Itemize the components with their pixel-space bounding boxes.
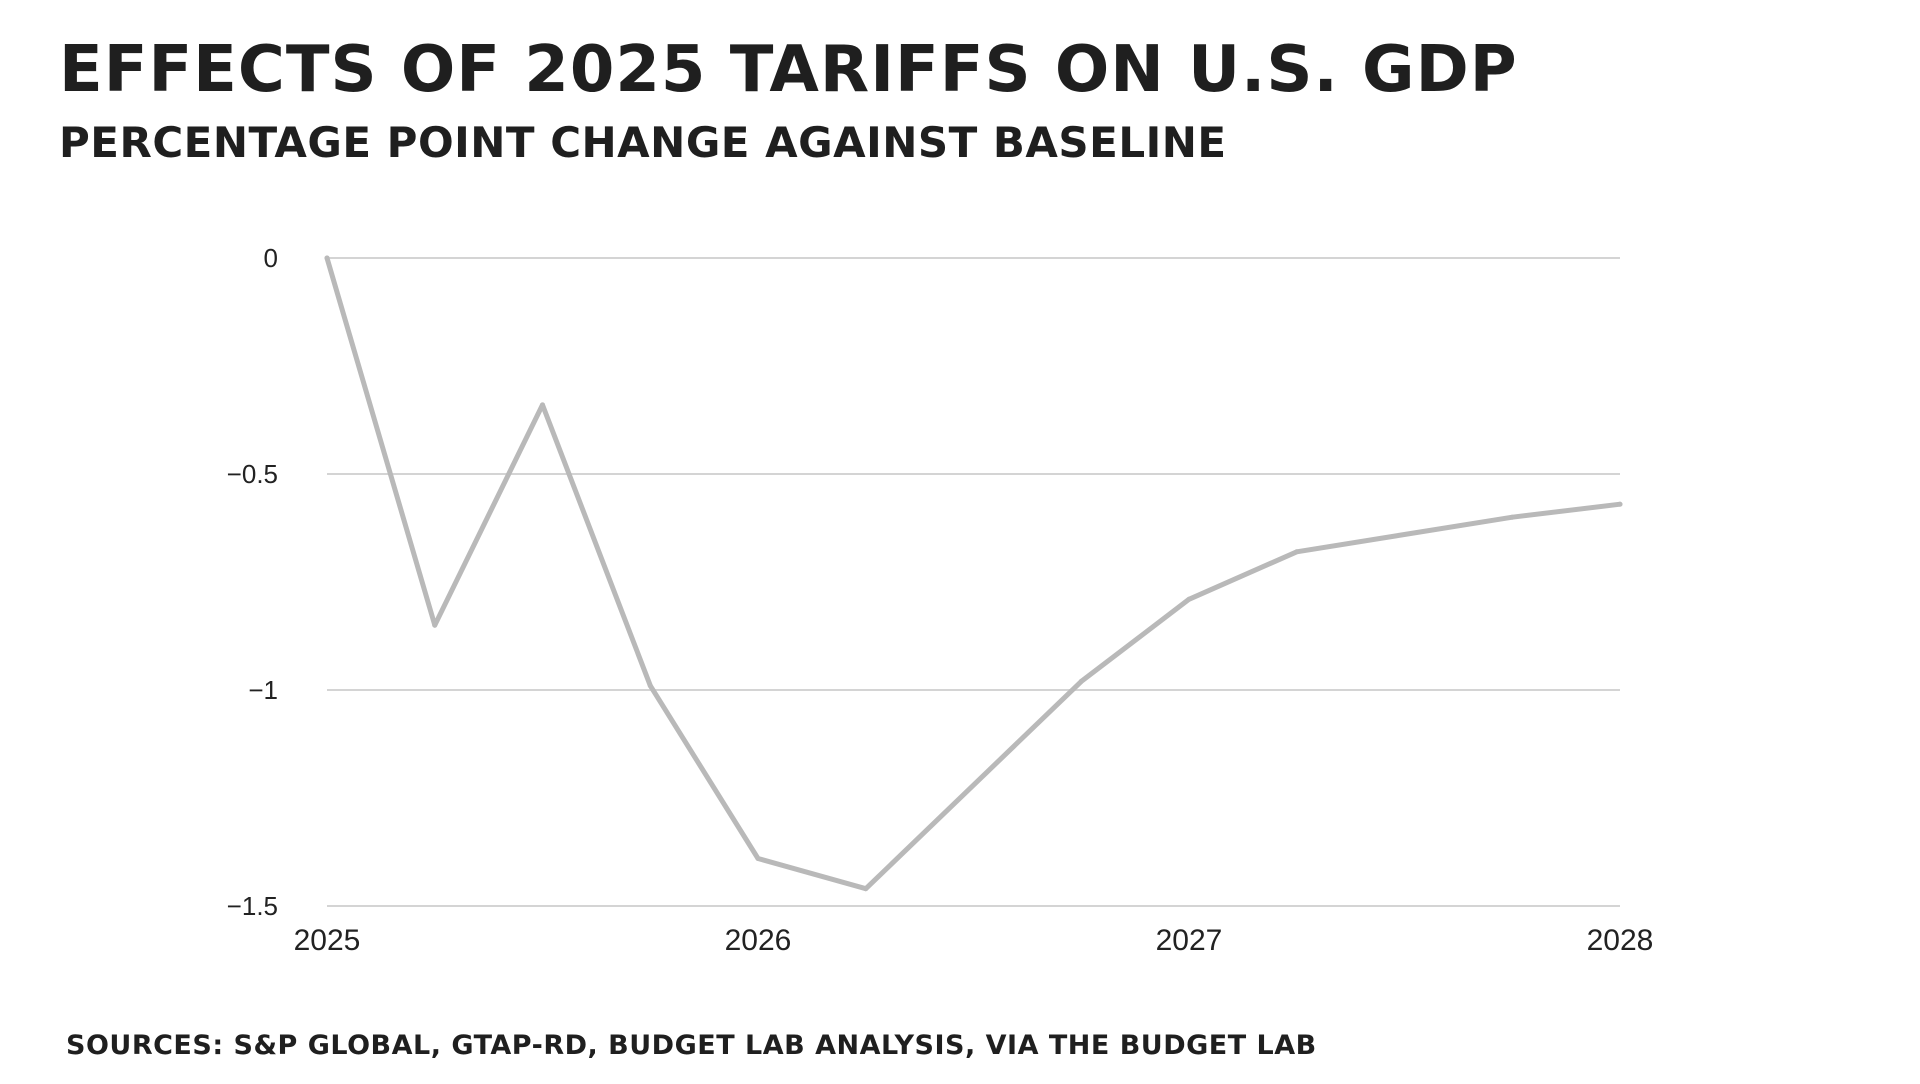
y-axis-ticks: 0 −0.5 −1 −1.5 <box>227 243 278 921</box>
data-point <box>1186 596 1192 602</box>
data-point <box>755 855 761 861</box>
data-point <box>1294 549 1300 555</box>
sources-note: SOURCES: S&P GLOBAL, GTAP-RD, BUDGET LAB… <box>66 1030 1317 1061</box>
y-tick-label: 0 <box>264 243 278 273</box>
data-point <box>647 683 653 689</box>
data-point <box>863 886 869 892</box>
y-tick-label: −0.5 <box>227 459 278 489</box>
x-tick-label: 2028 <box>1587 924 1654 957</box>
x-tick-label: 2027 <box>1156 924 1223 957</box>
x-tick-label: 2026 <box>725 924 792 957</box>
chart-subtitle: PERCENTAGE POINT CHANGE AGAINST BASELINE <box>59 118 1227 167</box>
gdp-series-line <box>324 255 1623 892</box>
x-tick-label: 2025 <box>294 924 361 957</box>
y-tick-label: −1 <box>248 675 278 705</box>
data-point <box>324 255 330 261</box>
x-axis-ticks: 2025 2026 2027 2028 <box>294 924 1654 957</box>
data-point <box>432 622 438 628</box>
chart-title: EFFECTS OF 2025 TARIFFS ON U.S. GDP <box>59 33 1518 107</box>
data-point <box>1078 678 1084 684</box>
data-point <box>1617 501 1623 507</box>
series-layer <box>324 255 1623 892</box>
y-tick-label: −1.5 <box>227 891 278 921</box>
data-point <box>540 402 545 408</box>
data-point <box>1509 514 1515 520</box>
grid-lines <box>327 257 1620 907</box>
